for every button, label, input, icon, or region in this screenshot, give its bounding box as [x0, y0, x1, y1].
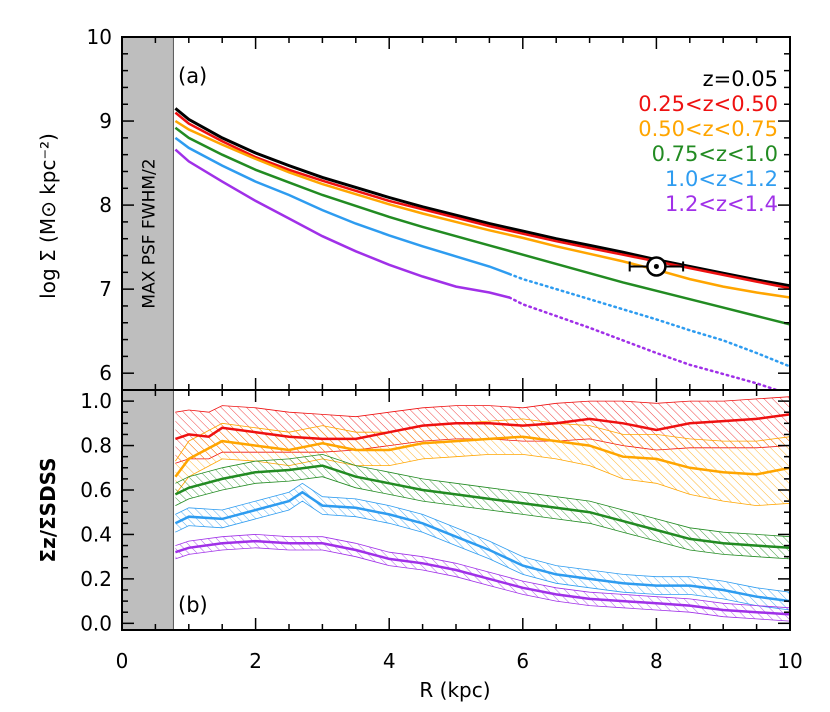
x-axis-label: R (kpc): [419, 678, 490, 702]
legend-entry-0-25-z-0-50: 0.25<z<0.50: [638, 92, 778, 116]
band-lower-1-0-z-1-2: [175, 500, 790, 611]
y-tick-label-bottom: 0.0: [80, 611, 112, 635]
ratio-line-0-50-z-0-75: [174, 435, 790, 478]
series-dotted-1-0-z-1-2: [508, 272, 790, 368]
y-tick-label-top: 6: [99, 361, 112, 385]
series-line-0-50-z-0-75: [174, 119, 790, 299]
panel-b: (b): [121, 389, 790, 631]
y-tick-label-bottom: 0.6: [80, 478, 112, 502]
x-tick-label: 2: [249, 649, 262, 673]
x-tick-label: 0: [116, 649, 129, 673]
series-line-1-0-z-1-2: [174, 136, 510, 276]
series-dotted-1-2-z-1-4: [508, 296, 778, 390]
panel-label-a: (a): [178, 64, 207, 88]
psf-shaded-region-bottom: [121, 389, 174, 631]
y-tick-label-top: 10: [87, 25, 112, 49]
band-upper-0-75-z-1-0: [175, 453, 790, 538]
series-line-0-75-z-1-0: [174, 126, 790, 326]
y-tick-label-bottom: 0.8: [80, 434, 112, 458]
x-tick-label: 6: [516, 649, 529, 673]
series-line-z-0-05: [174, 107, 790, 288]
bands-bottom: [174, 396, 790, 622]
axis-labels: R (kpc) log Σ (M⊙ kpc⁻²) Σz/ΣSDSS: [36, 133, 491, 702]
y-tick-label-top: 9: [99, 109, 112, 133]
ratio-line-0-75-z-1-0: [174, 464, 790, 550]
legend-entry-0-50-z-0-75: 0.50<z<0.75: [638, 117, 778, 141]
y-tick-label-top: 8: [99, 193, 112, 217]
legend-entry-0-75-z-1-0: 0.75<z<1.0: [652, 142, 778, 166]
x-tick-label: 10: [777, 649, 802, 673]
band-lower-0-75-z-1-0: [175, 476, 790, 560]
ratio-line-0-25-z-0-50: [175, 413, 790, 441]
y-axis-label-top: log Σ (M⊙ kpc⁻²): [36, 133, 60, 299]
psf-shaded-region-top: [121, 36, 174, 391]
x-tick-label: 4: [383, 649, 396, 673]
band-0-75-z-1-0: [175, 454, 790, 559]
sun-marker-dot: [653, 263, 659, 269]
band-lower-1-2-z-1-4: [175, 547, 790, 622]
ratio-line-1-0-z-1-2: [174, 490, 790, 603]
y-axis-label-bottom: Σz/ΣSDSS: [36, 457, 60, 562]
y-tick-label-bottom: 0.2: [80, 567, 112, 591]
panel-a: MAX PSF FWHM/2 z=0.050.25<z<0.500.50<z<0.…: [121, 36, 790, 391]
series-line-0-25-z-0-50: [174, 111, 790, 290]
band-upper-1-2-z-1-4: [175, 533, 790, 609]
band-upper-1-0-z-1-2: [175, 482, 790, 593]
series-lines-top: [174, 107, 790, 390]
y-tick-label-bottom: 1.0: [80, 389, 112, 413]
legend-entry-1-2-z-1-4: 1.2<z<1.4: [665, 192, 778, 216]
axes: 0 2 4 6 8 10 6 7 8 9 10 0.0 0.2 0.4 0.6 0.8 1.0: [80, 25, 803, 673]
series-line-1-2-z-1-4: [174, 148, 510, 299]
panel-label-b: (b): [178, 593, 208, 617]
legend-entry-1-0-z-1-2: 1.0<z<1.2: [665, 167, 778, 191]
y-tick-label-bottom: 0.4: [80, 522, 112, 546]
band-upper-0-25-z-0-50: [175, 396, 790, 418]
ratio-line-1-2-z-1-4: [175, 539, 790, 616]
x-tick-label: 8: [650, 649, 663, 673]
y-tick-label-top: 7: [99, 277, 112, 301]
band-0-50-z-0-75: [175, 418, 790, 506]
psf-label: MAX PSF FWHM/2: [140, 158, 160, 308]
legend-entry-z-0-05: z=0.05: [703, 67, 778, 91]
